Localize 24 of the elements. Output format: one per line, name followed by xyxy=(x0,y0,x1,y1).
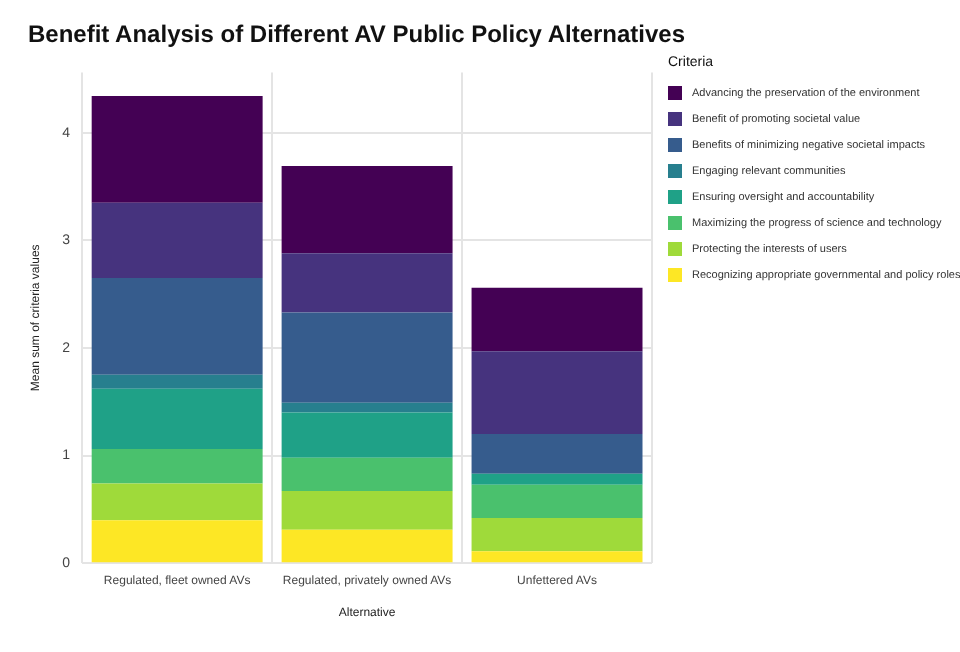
bar xyxy=(281,253,453,313)
bar xyxy=(91,520,263,563)
bar xyxy=(471,434,643,474)
bar xyxy=(471,518,643,552)
chart-title: Benefit Analysis of Different AV Public Policy Alternatives xyxy=(26,18,688,52)
bar xyxy=(281,312,453,403)
bar xyxy=(91,483,263,521)
bar xyxy=(91,277,263,375)
bar xyxy=(281,491,453,530)
bar xyxy=(281,402,453,413)
bar xyxy=(471,551,643,563)
bar xyxy=(91,374,263,389)
bar xyxy=(91,388,263,450)
bar xyxy=(91,96,263,203)
bar xyxy=(471,473,643,485)
bar xyxy=(471,484,643,518)
bar xyxy=(91,449,263,484)
bar xyxy=(91,202,263,278)
bar xyxy=(471,351,643,435)
bar xyxy=(281,412,453,458)
bar xyxy=(281,457,453,492)
bar xyxy=(471,287,643,352)
bar xyxy=(281,529,453,563)
bar xyxy=(281,166,453,254)
